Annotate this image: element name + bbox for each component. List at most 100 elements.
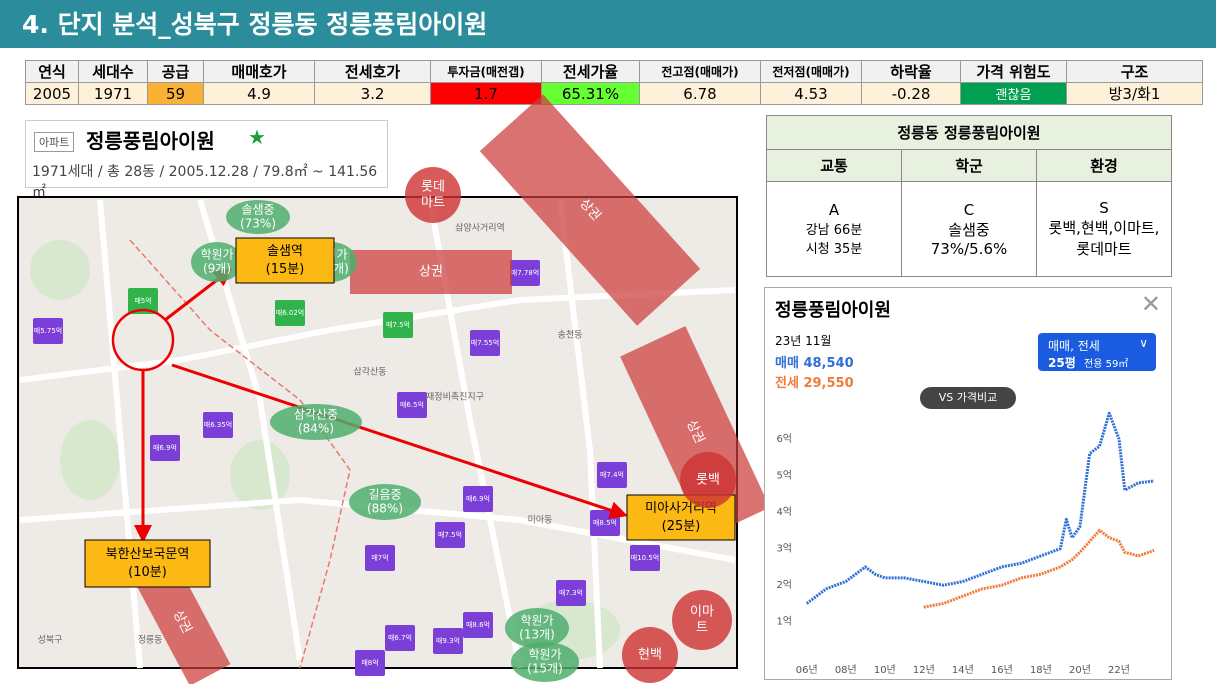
school [511,642,579,682]
boundary [129,239,351,669]
price-tag [275,300,305,326]
header-cell: 공급 [147,60,204,83]
price-tag [203,412,233,438]
value: 29,550 [803,376,854,391]
station-label: 솔샘역 [267,244,303,259]
value: 48,540 [803,356,854,371]
price-tag [355,650,385,676]
value-cell: 괜찮음 [960,82,1067,105]
y-tick-label: 1억 [776,616,792,628]
header-cell: 전고점(매매가) [639,60,761,83]
value-cell: 4.53 [760,82,862,105]
value-cell: 3.2 [314,82,431,105]
title: 정릉동 정릉풍림아이원 [766,115,1172,150]
value-row: 2005 1971 59 4.9 3.2 1.7 65.31% 6.78 4.53 -0.28 괜찮… [25,82,1203,105]
area: 전용 59㎡ [1084,359,1129,370]
shop-label: 마트 [421,196,445,211]
value-cell: 1971 [78,82,148,105]
label: 매매 [775,356,799,371]
info-card: 아파트 정릉풍림아이원 ★ 1971세대 / 총 28동 / 2005.12.2… [25,120,388,200]
price-tag-label: 매8억 [361,659,378,667]
school-label: (13개) [519,628,555,642]
price-tag-label: 매6.9억 [153,444,177,452]
park [60,420,120,500]
price-tag [463,612,493,638]
close[interactable]: ✕ [1140,290,1161,318]
price-tag-label: 매9.3억 [436,637,460,645]
shop-label: 롯백 [696,473,720,488]
header-cell: 환경 [1036,149,1172,182]
header-cell: 세대수 [78,60,148,83]
price-tag-label: 매10.5억 [631,554,659,562]
shop-label: 롯데 [421,180,445,195]
commercial-zone [133,558,231,684]
content-row: A 강남 66분 시청 35분 C 솔샘중 73%/5.6% S 롯백,현백,이마트,롯데마트 [766,181,1172,277]
price-tag [33,318,63,344]
price-tag-label: 매6.5억 [400,401,424,409]
x-tick-label: 06년 [796,664,818,676]
place-name: 삼각산동 [353,366,386,378]
value-cell: 1.7 [430,82,542,105]
price-tag-label: 매6.7억 [388,634,412,642]
price-tag [385,625,415,651]
road [19,287,736,383]
place-name: 성북구 [38,635,63,646]
price-tag-label: 매5.75억 [34,327,62,335]
school [226,200,290,234]
title-row: 정릉동 정릉풍림아이원 [766,115,1172,150]
sale-stat: 매매 48,540 [775,352,854,371]
price-tag-label: 매8.5억 [593,519,617,527]
header-cell: 교통 [766,149,902,182]
station-label: (25분) [662,519,701,534]
x-tick-label: 16년 [991,664,1013,676]
cell-line: 시청 35분 [805,242,863,257]
label: 매매, 전세 [1048,339,1100,353]
school [349,484,421,520]
price-tag [365,545,395,571]
star: ★ [248,125,266,149]
header-cell: 하락율 [861,60,961,83]
y-tick-label: 5억 [776,469,792,481]
cell-line: 강남 66분 [805,223,863,238]
price-tag [150,435,180,461]
school-label: 학원가 [200,248,233,262]
value-cell: 방3/화1 [1066,82,1203,105]
school [191,242,243,282]
station-label: (10분) [128,565,167,580]
price-tag-label: 매6.35억 [204,421,232,429]
label: 전세 [775,376,799,391]
price-tag [397,392,427,418]
y-tick-label: 4억 [776,506,792,518]
series-line [805,411,1155,605]
header-cell: 학군 [901,149,1037,182]
price-tag-label: 매5억 [134,297,151,305]
x-tick-label: 22년 [1108,664,1130,676]
compare-button[interactable]: VS 가격비교 [920,387,1016,409]
price-tag-label: 매7.55억 [471,339,499,347]
price-tag-label: 매6.9억 [466,495,490,503]
school [270,404,362,440]
shop [672,590,732,650]
school-label: 삼각산중 [294,408,338,422]
chart: 1억 2억 3억 4억 5억 6억 06년 08년 10년 12년 14년 16년 18년 20년 22년 [776,411,1155,676]
road [97,199,143,669]
x-tick-label: 18년 [1030,664,1052,676]
place-name: 정릉동 [138,635,163,646]
value-cell: 59 [147,82,204,105]
school-label: (88%) [367,502,403,516]
shop [622,627,678,683]
price-tag [463,486,493,512]
x-tick-label: 20년 [1069,664,1091,676]
filter-button[interactable]: 매매, 전세 ∨ 25평 전용 59㎡ [1038,333,1156,371]
cell-line: A [828,201,840,219]
price-tag [470,330,500,356]
y-tick-label: 2억 [776,579,792,591]
header-cell: 매매호가 [203,60,315,83]
shop-label: 이마 [690,605,714,620]
price-tag-label: 매7.5억 [386,321,410,329]
value-cell: -0.28 [861,82,961,105]
place-name: 재정비촉진지구 [426,392,484,403]
